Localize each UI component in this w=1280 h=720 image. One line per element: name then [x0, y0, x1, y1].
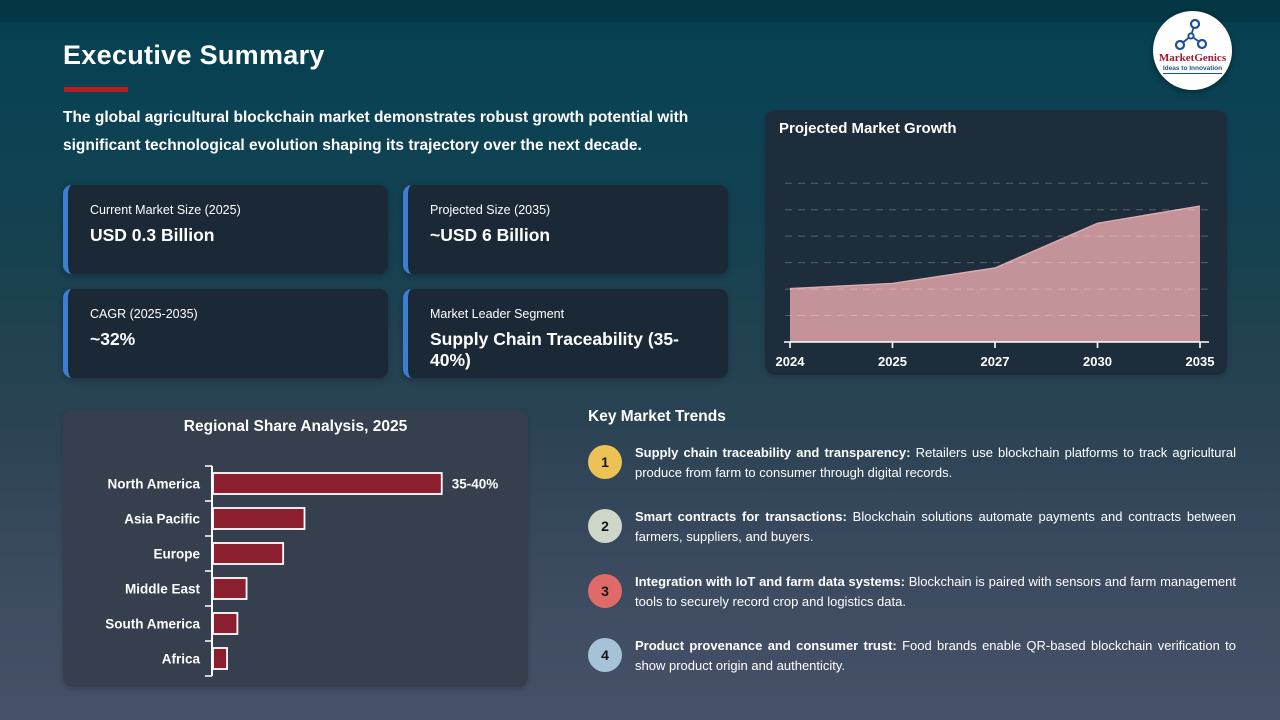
projected-market-growth-panel: Projected Market Growth 2024 2025 2027 2030… — [765, 110, 1227, 375]
trend-text: Supply chain traceability and transparen… — [635, 443, 1236, 483]
trend-item-4: 4 Product provenance and consumer trust:… — [588, 636, 1236, 676]
trend-lead: Supply chain traceability and transparen… — [635, 445, 911, 460]
intro-paragraph: The global agricultural blockchain marke… — [63, 109, 689, 155]
stat-card-label: Projected Size (2035) — [430, 203, 551, 217]
svg-text:35-40%: 35-40% — [452, 477, 499, 492]
logo-tagline: Ideas to Innovation — [1162, 64, 1223, 75]
top-accent-band — [0, 0, 1280, 22]
stat-card-market-leader-segment: Market Leader Segment Supply Chain Trace… — [403, 289, 728, 378]
stat-card-projected-size: Projected Size (2035) ~USD 6 Billion — [403, 185, 728, 274]
svg-text:2035: 2035 — [1186, 354, 1215, 369]
trend-body: Blockchain is paired with sensors and fa… — [635, 573, 1236, 609]
regional-chart-title: Regional Share Analysis, 2025 — [183, 418, 408, 435]
svg-text:Europe: Europe — [153, 547, 200, 562]
stat-card-cagr: CAGR (2025-2035) ~32% — [63, 289, 388, 378]
projected-growth-area-chart: 2024 2025 2027 2030 2035 — [776, 182, 1215, 369]
stat-card-value: USD 0.3 Billion — [90, 225, 215, 245]
logo-name: MarketGenics — [1158, 52, 1227, 64]
trend-number-badge: 3 — [588, 573, 622, 608]
trend-item-2: 2 Smart contracts for transactions: Bloc… — [588, 507, 1236, 547]
svg-text:North America: North America — [107, 477, 200, 492]
trend-item-3: 3 Integration with IoT and farm data sys… — [588, 572, 1236, 612]
trend-text: Smart contracts for transactions: Blockc… — [635, 507, 1236, 547]
trends-heading: Key Market Trends — [588, 408, 726, 425]
svg-text:Middle East: Middle East — [125, 582, 201, 597]
marketgenics-logo: MarketGenics Ideas to Innovation — [1153, 11, 1232, 90]
stat-card-value: ~USD 6 Billion — [430, 225, 551, 245]
stat-card-label: CAGR (2025-2035) — [90, 307, 198, 321]
page-title: Executive Summary — [63, 40, 325, 70]
stat-card-current-market-size: Current Market Size (2025) USD 0.3 Billi… — [63, 185, 388, 274]
regional-share-bar-chart: North America 35-40% Asia Pacific Europe Mid… — [105, 465, 499, 677]
molecule-icon — [1174, 18, 1207, 51]
stat-card-value: Supply Chain Traceability (35-40%) — [430, 329, 679, 370]
trend-lead: Integration with IoT and farm data syste… — [635, 573, 905, 589]
regional-share-panel: Regional Share Analysis, 2025 North Amer… — [63, 410, 528, 687]
stat-card-label: Current Market Size (2025) — [90, 203, 241, 217]
trend-number-badge: 1 — [588, 445, 622, 479]
trend-body: Retailers use blockchain platforms to tr… — [635, 445, 1236, 481]
svg-text:2030: 2030 — [1083, 354, 1112, 369]
trend-lead: Smart contracts for transactions: — [635, 509, 847, 525]
title-underline — [64, 87, 128, 92]
svg-text:2027: 2027 — [981, 354, 1010, 369]
stat-card-label: Market Leader Segment — [430, 307, 565, 321]
svg-text:2024: 2024 — [776, 354, 806, 369]
key-market-trends-section: Key Market Trends 1 Supply chain traceab… — [588, 408, 1236, 700]
trend-body: Blockchain solutions automate payments a… — [635, 509, 1236, 545]
trend-number-badge: 4 — [588, 637, 622, 672]
svg-text:Africa: Africa — [162, 652, 201, 667]
svg-text:South America: South America — [105, 617, 200, 632]
svg-text:2025: 2025 — [878, 354, 907, 369]
growth-chart-title: Projected Market Growth — [779, 120, 957, 137]
stat-card-value: ~32% — [90, 329, 136, 349]
trend-lead: Product provenance and consumer trust: — [635, 637, 897, 653]
trend-text: Integration with IoT and farm data syste… — [635, 572, 1236, 612]
trend-item-1: 1 Supply chain traceability and transpar… — [588, 443, 1236, 483]
trend-number-badge: 2 — [588, 509, 622, 544]
trend-text: Product provenance and consumer trust: F… — [635, 636, 1236, 676]
svg-text:Asia Pacific: Asia Pacific — [124, 512, 200, 527]
trend-body: Food brands enable QR-based blockchain v… — [635, 637, 1236, 673]
